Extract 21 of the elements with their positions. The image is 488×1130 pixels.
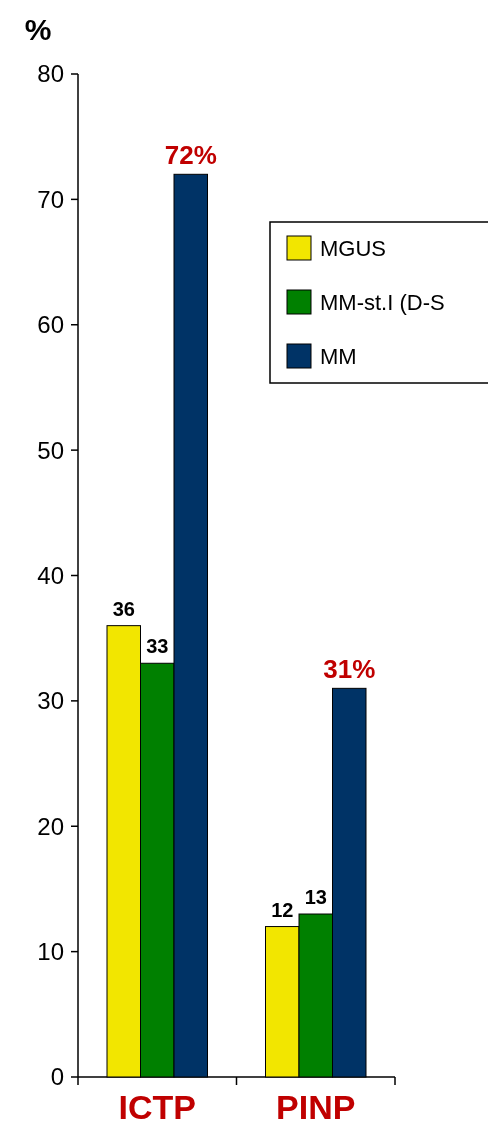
- y-tick-label: 20: [37, 812, 64, 840]
- x-tick-label: ICTP: [118, 1088, 196, 1126]
- y-axis-title: %: [24, 13, 52, 46]
- data-label: 72%: [164, 140, 217, 171]
- y-tick-label: 70: [37, 185, 64, 213]
- y-tick-label: 30: [37, 687, 64, 715]
- y-tick-label: 10: [37, 938, 64, 966]
- y-tick-label: 0: [50, 1063, 64, 1091]
- data-label: 31%: [323, 654, 376, 685]
- y-tick-label: 40: [37, 561, 64, 589]
- data-label: 13: [304, 886, 327, 909]
- legend-label: MM-st.I (D-S: [320, 289, 445, 315]
- data-label: 12: [271, 898, 294, 921]
- data-label: 36: [112, 597, 135, 620]
- x-tick-label: PINP: [276, 1088, 356, 1126]
- legend-label: MM: [320, 343, 357, 369]
- y-tick-label: 50: [37, 436, 64, 464]
- y-tick-label: 60: [37, 311, 64, 339]
- y-tick-label: 80: [37, 60, 64, 88]
- legend-label: MGUS: [320, 235, 386, 261]
- data-label: 33: [146, 635, 169, 658]
